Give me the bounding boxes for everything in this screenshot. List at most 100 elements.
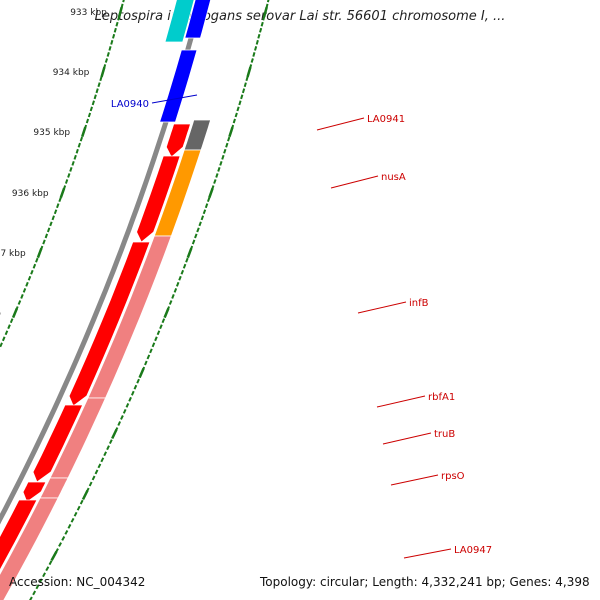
- tick-mark: [245, 83, 246, 87]
- gene-label-nusa: nusA: [381, 172, 406, 183]
- tick-mark: [108, 52, 109, 56]
- tick-mark: [160, 325, 162, 329]
- tick-mark: [260, 28, 261, 32]
- tick-mark: [237, 107, 238, 111]
- tick-mark: [186, 258, 188, 262]
- gene-label-la0947: LA0947: [454, 545, 492, 556]
- major-tick-inner: [61, 188, 64, 197]
- tick-mark: [97, 89, 98, 93]
- tick-mark: [93, 101, 94, 105]
- tick-mark: [98, 83, 99, 87]
- tick-mark: [46, 567, 48, 571]
- tick-mark: [29, 276, 31, 280]
- tick-mark: [197, 228, 199, 232]
- tick-mark: [107, 446, 109, 450]
- tick-mark: [170, 301, 172, 305]
- tick-mark: [268, 0, 269, 2]
- major-tick-outer: [188, 248, 192, 257]
- tick-mark: [218, 167, 219, 171]
- scale-label: 938 kbp: [0, 309, 1, 319]
- tick-mark: [236, 113, 237, 117]
- tick-mark: [216, 173, 217, 177]
- tick-mark: [172, 294, 174, 298]
- tick-mark: [182, 270, 184, 274]
- tick-mark: [224, 149, 225, 153]
- tick-mark: [43, 240, 45, 244]
- tick-mark: [72, 161, 73, 165]
- major-tick-outer: [83, 491, 88, 500]
- tick-mark: [6, 331, 8, 335]
- tick-mark: [145, 361, 147, 365]
- gene-features: [0, 0, 213, 600]
- tick-mark: [135, 385, 137, 389]
- tick-mark: [81, 137, 82, 141]
- label-leader-line: [358, 302, 406, 313]
- tick-mark: [95, 95, 96, 99]
- tick-mark: [109, 46, 110, 50]
- tick-mark: [228, 137, 229, 141]
- tick-mark: [62, 537, 64, 541]
- gene-label-infb: infB: [409, 298, 429, 309]
- tick-mark: [150, 349, 152, 353]
- tick-mark: [158, 331, 160, 335]
- tick-mark: [255, 46, 256, 50]
- tick-mark: [57, 204, 59, 208]
- tick-mark: [193, 240, 195, 244]
- tick-mark: [46, 234, 48, 238]
- major-tick-outer: [264, 7, 267, 17]
- tick-mark: [195, 234, 197, 238]
- label-leader-line: [404, 549, 451, 558]
- tick-mark: [48, 228, 50, 232]
- tick-mark: [70, 167, 71, 171]
- tick-mark: [79, 143, 80, 147]
- tick-mark: [24, 288, 26, 292]
- tick-mark: [19, 301, 21, 305]
- tick-mark: [124, 409, 126, 413]
- major-tick-outer: [52, 552, 57, 561]
- label-leader-line: [391, 475, 438, 485]
- gene-label-rbfa1: rbfA1: [428, 392, 455, 403]
- major-tick-outer: [229, 127, 232, 137]
- tick-mark: [110, 440, 112, 444]
- tick-mark: [11, 319, 13, 323]
- tick-mark: [179, 276, 181, 280]
- tick-mark: [50, 561, 52, 565]
- tick-mark: [98, 464, 100, 468]
- tick-mark: [226, 143, 227, 147]
- tick-mark: [100, 77, 101, 81]
- tick-mark: [253, 52, 254, 56]
- tick-mark: [214, 179, 216, 183]
- major-tick-inner: [82, 127, 85, 137]
- accession-text: Accession: NC_004342: [9, 575, 145, 589]
- scale-label: 937 kbp: [0, 249, 26, 259]
- tick-mark: [137, 379, 139, 383]
- tick-mark: [184, 264, 186, 268]
- tick-mark: [222, 155, 223, 159]
- major-tick-inner: [13, 308, 17, 317]
- major-tick-outer: [248, 67, 251, 77]
- tick-marks-outer: [30, 0, 269, 600]
- tick-mark: [77, 149, 78, 153]
- tick-mark: [199, 222, 201, 226]
- tick-mark: [111, 40, 112, 44]
- scale-label: 936 kbp: [12, 189, 49, 199]
- label-leader-line: [377, 396, 425, 407]
- tick-mark: [104, 452, 106, 456]
- tick-mark: [115, 28, 116, 32]
- tick-mark: [59, 543, 61, 547]
- tick-mark: [177, 282, 179, 286]
- tick-mark: [55, 210, 57, 214]
- tick-mark: [234, 119, 235, 123]
- tick-mark: [81, 500, 83, 504]
- scale-label: 934 kbp: [53, 68, 90, 78]
- tick-mark: [148, 355, 150, 359]
- tick-mark: [3, 337, 5, 341]
- major-tick-outer: [165, 308, 169, 317]
- tick-mark: [87, 119, 88, 123]
- tick-mark: [96, 470, 98, 474]
- tick-mark: [132, 391, 134, 395]
- tick-mark: [8, 325, 10, 329]
- scale-label: 935 kbp: [33, 128, 70, 138]
- tick-mark: [93, 476, 95, 480]
- major-tick-outer: [112, 430, 116, 439]
